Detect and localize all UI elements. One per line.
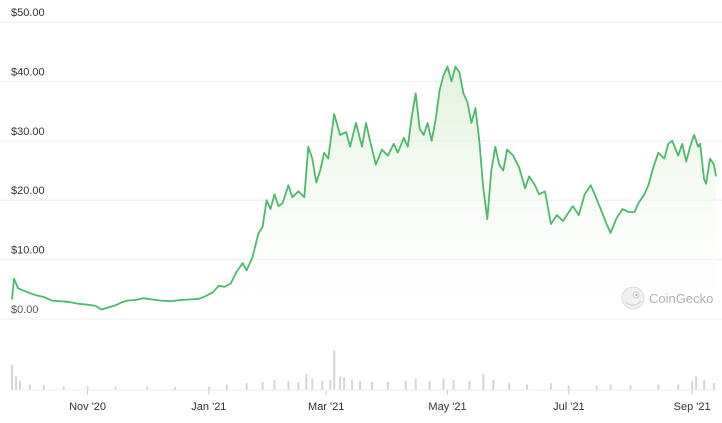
- volume-bar: [428, 380, 431, 390]
- volume-bar: [321, 380, 324, 390]
- volume-bar: [386, 381, 389, 390]
- volume-bar: [114, 386, 117, 390]
- price-area-fill: [12, 66, 716, 319]
- volume-bar: [273, 380, 276, 390]
- x-tick-label: Nov '20: [69, 401, 106, 413]
- x-tick-label: May '21: [428, 401, 466, 413]
- volume-bar: [225, 384, 228, 390]
- volume-bar: [333, 350, 336, 390]
- volume-bar: [86, 386, 89, 390]
- y-tick-label: $50.00: [11, 7, 45, 19]
- volume-bar: [508, 383, 511, 390]
- price-area: [12, 66, 716, 319]
- volume-bar: [11, 365, 13, 390]
- volume-bar: [297, 381, 300, 390]
- watermark-label: CoinGecko: [649, 291, 713, 306]
- volume-bar: [19, 380, 21, 390]
- volume-bar: [311, 378, 314, 390]
- coingecko-watermark: CoinGecko: [621, 286, 713, 310]
- volume-bar: [657, 384, 660, 390]
- volume-bar: [371, 381, 373, 390]
- volume-bar: [287, 380, 290, 390]
- volume-bar: [414, 378, 417, 390]
- volume-bar: [351, 380, 354, 390]
- x-tick-label: Jul '21: [553, 401, 584, 413]
- y-tick-label: $20.00: [11, 185, 45, 197]
- x-tick-label: Jan '21: [191, 401, 226, 413]
- y-tick-label: $30.00: [11, 126, 45, 138]
- volume-bar: [567, 385, 570, 390]
- volume-bar: [207, 386, 210, 390]
- x-tick-label: Sep '21: [674, 401, 711, 413]
- volume-bars: [11, 350, 716, 391]
- x-tick-label: Mar '21: [308, 401, 344, 413]
- volume-bar: [691, 380, 694, 390]
- volume-bar: [261, 381, 264, 390]
- volume-bar: [146, 386, 149, 390]
- y-tick-label: $40.00: [11, 66, 45, 78]
- volume-bar: [482, 374, 485, 390]
- volume-bar: [404, 380, 407, 390]
- volume-bar: [359, 380, 361, 390]
- volume-bar: [703, 380, 706, 390]
- volume-bar: [468, 380, 471, 390]
- volume-bar: [15, 376, 17, 390]
- volume-bar: [28, 384, 31, 390]
- volume-bar: [526, 384, 529, 390]
- volume-bar: [343, 377, 346, 390]
- volume-bar: [492, 380, 495, 390]
- x-axis: Nov '20 Jan '21 Mar '21 May '21 Jul '21 Sep '…: [69, 390, 711, 413]
- volume-bar: [452, 380, 455, 390]
- gecko-logo-icon: [621, 286, 645, 310]
- volume-bar: [549, 383, 552, 390]
- volume-bar: [339, 376, 342, 390]
- volume-bar: [42, 385, 45, 390]
- y-axis: $0.00$10.00$20.00$30.00$40.00$50.00: [11, 7, 45, 316]
- volume-bar: [329, 380, 332, 390]
- volume-bar: [609, 384, 612, 390]
- price-line: [11, 65, 717, 311]
- price-line-path: [11, 65, 717, 311]
- volume-bar: [62, 386, 65, 390]
- volume-bar: [442, 378, 445, 390]
- volume-bar: [713, 383, 715, 390]
- volume-bar: [629, 385, 632, 390]
- volume-bar: [174, 387, 177, 390]
- y-tick-label: $10.00: [11, 245, 45, 257]
- volume-bar: [595, 385, 598, 390]
- volume-bar: [305, 374, 308, 390]
- volume-bar: [695, 376, 698, 390]
- volume-bar: [677, 384, 680, 390]
- volume-bar: [245, 383, 248, 390]
